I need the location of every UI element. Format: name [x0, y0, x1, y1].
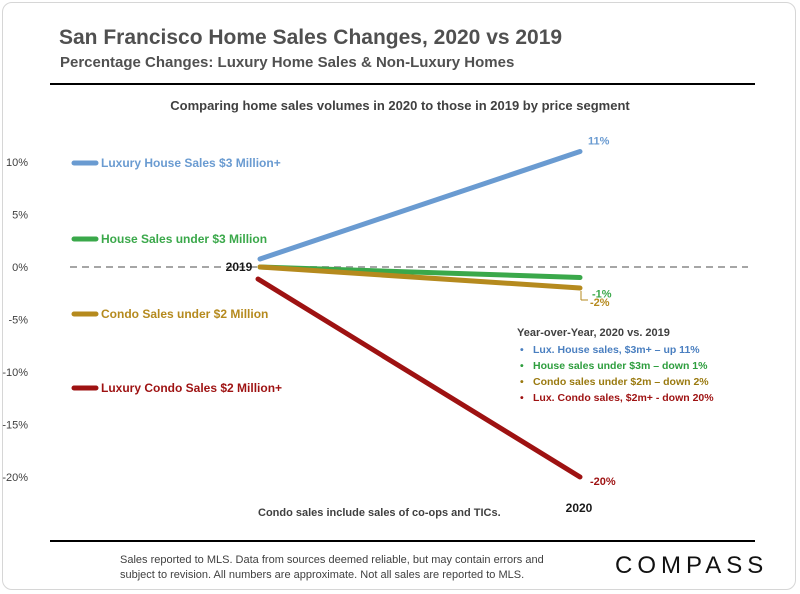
legend-label: Luxury Condo Sales $2 Million+	[101, 381, 282, 395]
annotation-bullet: •	[520, 360, 524, 372]
y-tick-label: -15%	[2, 420, 28, 432]
y-tick-label: -10%	[2, 367, 28, 379]
chart-title: Comparing home sales volumes in 2020 to …	[170, 98, 630, 113]
data-label: -1%	[592, 289, 612, 301]
header-divider	[50, 83, 755, 85]
legend-label: Luxury House Sales $3 Million+	[101, 156, 281, 170]
data-label: -20%	[590, 476, 616, 488]
y-tick-label: 10%	[6, 157, 28, 169]
annotation-item: House sales under $3m – down 1%	[533, 360, 708, 372]
y-tick-label: 5%	[12, 210, 28, 222]
x-tick-label: 2020	[566, 501, 593, 515]
disclaimer-text: Sales reported to MLS. Data from sources…	[120, 554, 544, 581]
annotation-item: Lux. Condo sales, $2m+ - down 20%	[533, 392, 714, 404]
annotation-bullet: •	[520, 392, 524, 404]
series-line	[255, 276, 583, 480]
annotation-title: Year-over-Year, 2020 vs. 2019	[517, 327, 670, 339]
page-subtitle: Percentage Changes: Luxury Home Sales & …	[60, 54, 515, 71]
data-label: 11%	[588, 136, 610, 148]
footer-divider	[50, 540, 755, 542]
chart-note: Condo sales include sales of co-ops and …	[258, 507, 501, 519]
y-tick-label: -20%	[2, 472, 28, 484]
series-line	[257, 149, 583, 262]
annotation-bullet: •	[520, 344, 524, 356]
legend-label: Condo Sales under $2 Million	[101, 307, 268, 321]
annotation-item: Lux. House sales, $3m+ – up 11%	[533, 344, 700, 356]
compass-logo: COMPASS	[615, 552, 769, 579]
annotation-item: Condo sales under $2m – down 2%	[533, 376, 709, 388]
y-tick-label: 0%	[12, 262, 28, 274]
annotation-bullet: •	[520, 376, 524, 388]
series-line	[257, 264, 583, 291]
legend-label: House Sales under $3 Million	[101, 232, 267, 246]
x-tick-label: 2019	[226, 260, 253, 274]
y-tick-label: -5%	[8, 315, 28, 327]
data-label: -2%	[590, 297, 610, 309]
page-title: San Francisco Home Sales Changes, 2020 v…	[59, 26, 563, 49]
